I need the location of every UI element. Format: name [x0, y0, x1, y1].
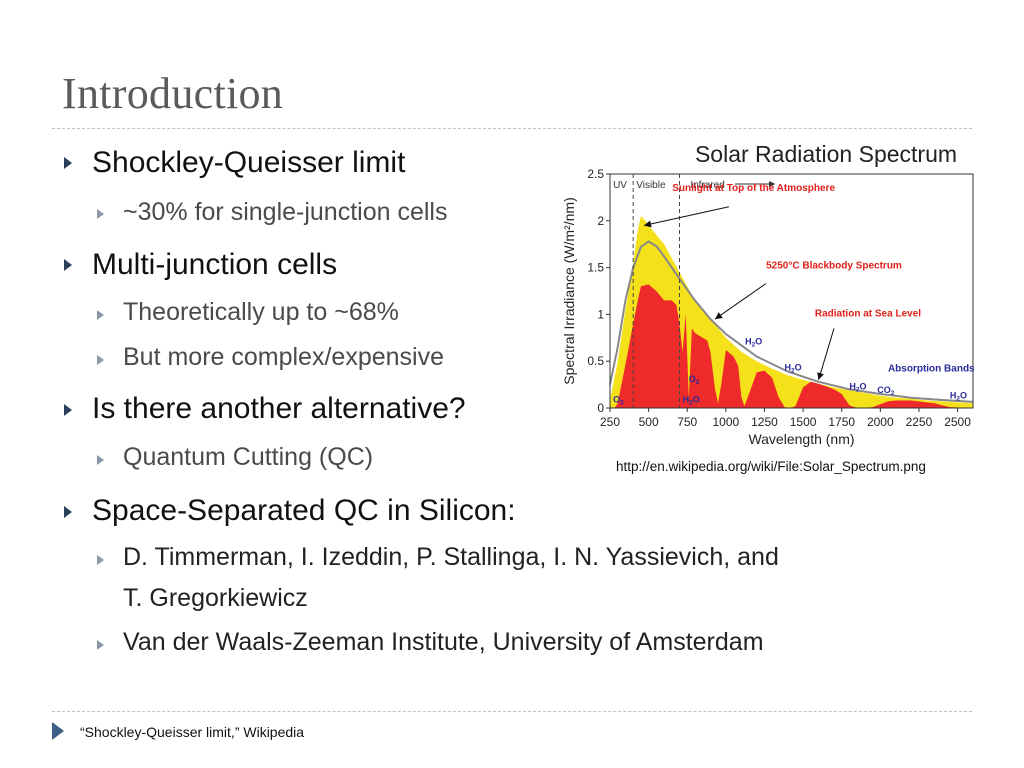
region-label-visible: Visible	[636, 180, 666, 191]
y-tick-label: 0.5	[587, 354, 604, 368]
y-tick-label: 1	[597, 307, 604, 321]
absorption-band-label: H2O	[683, 394, 700, 406]
y-axis-label: Spectral Irradiance (W/m²/nm)	[561, 197, 577, 384]
x-tick-label: 250	[600, 415, 620, 429]
bullet-arrow-icon	[64, 157, 72, 169]
annotation-arrow-line	[818, 328, 835, 381]
sub-bullet-institute: Van der Waals-Zeeman Institute, Universi…	[123, 628, 764, 656]
annotation-label: Sunlight at Top of the Atmosphere	[672, 183, 835, 194]
title-divider	[52, 128, 972, 129]
x-tick-label: 2000	[867, 415, 894, 429]
image-source-url: http://en.wikipedia.org/wiki/File:Solar_…	[616, 459, 926, 474]
absorption-band-label: H2O	[785, 363, 802, 375]
footer-citation: “Shockley-Queisser limit,” Wikipedia	[80, 724, 305, 740]
plot-frame	[609, 173, 974, 409]
annotation-arrow-line	[643, 206, 730, 226]
y-tick-label: 2	[597, 214, 604, 228]
chart-title: Solar Radiation Spectrum	[695, 141, 957, 167]
sub-bullet-authors-line2: T. Gregorkiewicz	[123, 584, 308, 612]
annotation-label: 5250°C Blackbody Spectrum	[766, 261, 902, 272]
sub-bullet-arrow-icon	[97, 355, 104, 365]
sub-bullet-arrow-icon	[97, 310, 104, 320]
x-axis-label: Wavelength (nm)	[748, 431, 854, 447]
y-tick-label: 1.5	[587, 261, 604, 275]
region-label-uv: UV	[613, 180, 627, 191]
absorption-band-label: H2O	[849, 381, 866, 393]
x-tick-label: 500	[639, 415, 659, 429]
sub-bullet-quantum-cutting: Quantum Cutting (QC)	[123, 443, 374, 471]
x-tick-label: 1500	[790, 415, 817, 429]
bullet-arrow-icon	[64, 404, 72, 416]
bullet-arrow-icon	[64, 259, 72, 271]
region-label-infrared: Infrared	[690, 180, 724, 191]
absorption-band-label: H2O	[745, 336, 762, 348]
annotation-arrowhead-icon	[817, 372, 824, 380]
bullet-arrow-icon	[64, 506, 72, 518]
bullet-list: Shockley-Queisser limit ~30% for single-…	[64, 146, 779, 656]
bullet-space-separated-qc: Space-Separated QC in Silicon:	[92, 494, 516, 527]
annotation-label: Radiation at Sea Level	[815, 308, 921, 319]
sub-bullet-authors-line1: D. Timmerman, I. Izeddin, P. Stallinga, …	[123, 543, 779, 571]
bullet-alternative: Is there another alternative?	[92, 392, 466, 425]
bullet-shockley-queisser: Shockley-Queisser limit	[92, 146, 406, 179]
y-tick-label: 2.5	[587, 167, 604, 181]
y-tick-label: 0	[597, 401, 604, 415]
sub-bullet-arrow-icon	[97, 640, 104, 650]
slide-title: Introduction	[62, 69, 284, 118]
x-tick-label: 2250	[906, 415, 933, 429]
bullet-multi-junction: Multi-junction cells	[92, 248, 338, 281]
x-tick-label: 1000	[712, 415, 739, 429]
absorption-band-label: O2	[689, 374, 700, 386]
sub-bullet-68-percent: Theoretically up to ~68%	[123, 298, 399, 326]
annotation-arrowhead-icon	[643, 220, 652, 228]
series-blackbody-line	[609, 240, 974, 403]
sub-bullet-arrow-icon	[97, 209, 104, 219]
sub-bullet-complex: But more complex/expensive	[123, 343, 444, 371]
solar-spectrum-chart: Solar Radiation Spectrum UV Visible Infrare…	[560, 138, 988, 454]
infrared-arrow-icon	[769, 181, 776, 187]
absorption-band-label: H2O	[950, 391, 967, 403]
x-tick-label: 1250	[751, 415, 778, 429]
annotation-arrowhead-icon	[715, 312, 723, 320]
absorption-band-label: CO2	[877, 385, 895, 397]
x-tick-label: 1750	[828, 415, 855, 429]
series-sea-level-area	[614, 284, 973, 408]
sub-bullet-arrow-icon	[97, 455, 104, 465]
absorption-band-label: O3	[613, 394, 624, 406]
x-tick-label: 750	[677, 415, 697, 429]
sub-bullet-single-junction: ~30% for single-junction cells	[123, 198, 448, 226]
annotation-arrow-line	[714, 283, 767, 320]
x-tick-label: 2500	[944, 415, 971, 429]
footer-divider	[52, 711, 972, 712]
footer-triangle-icon	[52, 722, 64, 740]
chart-svg: Solar Radiation Spectrum UV Visible Infrare…	[561, 141, 975, 447]
annotation-label: Absorption Bands	[888, 363, 975, 374]
sub-bullet-arrow-icon	[97, 555, 104, 565]
